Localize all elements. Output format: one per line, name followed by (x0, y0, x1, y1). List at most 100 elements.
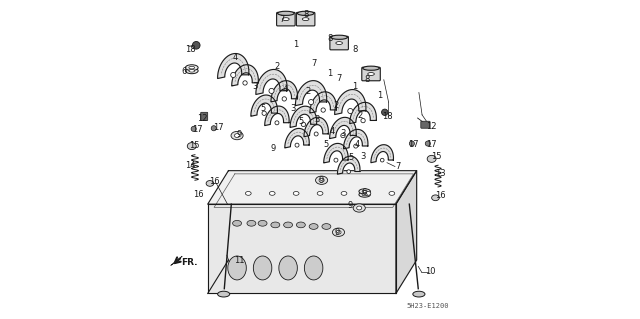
Circle shape (282, 97, 287, 101)
Polygon shape (330, 117, 356, 138)
Text: 6: 6 (362, 188, 367, 197)
Polygon shape (256, 70, 287, 94)
Text: 3: 3 (314, 115, 319, 124)
Ellipse shape (317, 191, 323, 195)
Text: 8: 8 (303, 10, 308, 19)
Ellipse shape (296, 222, 305, 228)
Text: 12: 12 (426, 122, 437, 130)
Text: 18: 18 (382, 112, 393, 121)
Text: 2: 2 (358, 111, 363, 120)
Polygon shape (310, 92, 337, 113)
Ellipse shape (316, 176, 328, 184)
Ellipse shape (427, 155, 436, 162)
Text: FR.: FR. (181, 258, 198, 267)
Text: 1: 1 (294, 40, 299, 49)
Polygon shape (396, 171, 417, 293)
Text: 1: 1 (353, 82, 358, 91)
Ellipse shape (245, 191, 251, 195)
FancyBboxPatch shape (421, 121, 430, 128)
Text: 9: 9 (348, 201, 353, 210)
Ellipse shape (293, 191, 299, 195)
Ellipse shape (331, 35, 348, 39)
Ellipse shape (271, 222, 280, 228)
Text: 11: 11 (234, 256, 245, 265)
Ellipse shape (218, 291, 230, 297)
Polygon shape (335, 90, 366, 115)
Ellipse shape (359, 192, 371, 197)
Text: 3: 3 (340, 130, 346, 138)
Circle shape (334, 158, 338, 162)
Text: 5: 5 (260, 104, 265, 113)
Polygon shape (304, 117, 328, 137)
Text: 5: 5 (348, 153, 353, 162)
Text: 9: 9 (236, 130, 241, 139)
Text: 7: 7 (395, 162, 401, 171)
Circle shape (308, 100, 314, 105)
Ellipse shape (365, 191, 371, 195)
Text: 7: 7 (337, 74, 342, 83)
Text: 16: 16 (209, 177, 220, 186)
FancyBboxPatch shape (362, 67, 380, 81)
Text: 9: 9 (270, 144, 275, 153)
Ellipse shape (247, 220, 256, 226)
Ellipse shape (269, 191, 275, 195)
Polygon shape (251, 95, 278, 116)
Ellipse shape (356, 206, 362, 210)
Ellipse shape (302, 18, 309, 21)
Circle shape (191, 126, 196, 131)
Text: 2: 2 (333, 101, 339, 110)
Text: 17: 17 (192, 125, 202, 134)
Text: 4: 4 (330, 127, 335, 136)
Text: 16: 16 (435, 191, 446, 200)
Text: 7: 7 (311, 59, 316, 68)
Circle shape (314, 132, 318, 136)
Ellipse shape (279, 256, 298, 280)
Ellipse shape (336, 41, 342, 45)
Text: 15: 15 (189, 141, 199, 150)
Text: 2: 2 (305, 87, 310, 96)
Ellipse shape (228, 256, 246, 280)
Ellipse shape (353, 204, 365, 212)
Circle shape (295, 143, 299, 147)
FancyBboxPatch shape (276, 12, 295, 26)
Text: 3: 3 (252, 82, 257, 91)
Circle shape (269, 88, 274, 93)
Circle shape (230, 72, 236, 78)
Polygon shape (208, 204, 396, 293)
Circle shape (275, 121, 279, 125)
Text: 18: 18 (185, 45, 195, 54)
Ellipse shape (319, 178, 324, 182)
Ellipse shape (206, 181, 214, 186)
Text: 8: 8 (365, 75, 370, 84)
Text: 14: 14 (186, 161, 196, 170)
FancyBboxPatch shape (330, 36, 348, 50)
Ellipse shape (188, 143, 196, 150)
Polygon shape (285, 129, 309, 148)
Text: 9: 9 (335, 228, 340, 237)
Ellipse shape (234, 134, 239, 137)
Ellipse shape (362, 190, 367, 193)
Polygon shape (296, 81, 326, 106)
Ellipse shape (282, 18, 289, 21)
Polygon shape (208, 171, 417, 204)
Text: 2: 2 (275, 63, 280, 71)
Ellipse shape (336, 230, 341, 234)
Text: 1: 1 (377, 91, 382, 100)
Circle shape (425, 141, 430, 146)
Polygon shape (344, 130, 368, 149)
Circle shape (347, 170, 351, 174)
Circle shape (348, 108, 353, 114)
Ellipse shape (362, 193, 367, 196)
Polygon shape (371, 145, 394, 163)
Ellipse shape (232, 220, 241, 226)
Circle shape (381, 109, 388, 115)
Polygon shape (265, 106, 289, 126)
Circle shape (262, 111, 266, 115)
Ellipse shape (389, 191, 395, 195)
Ellipse shape (253, 256, 272, 280)
Text: 4: 4 (282, 85, 287, 94)
Circle shape (243, 81, 247, 85)
FancyBboxPatch shape (296, 12, 315, 26)
Text: 7: 7 (279, 15, 284, 24)
Ellipse shape (189, 70, 195, 72)
